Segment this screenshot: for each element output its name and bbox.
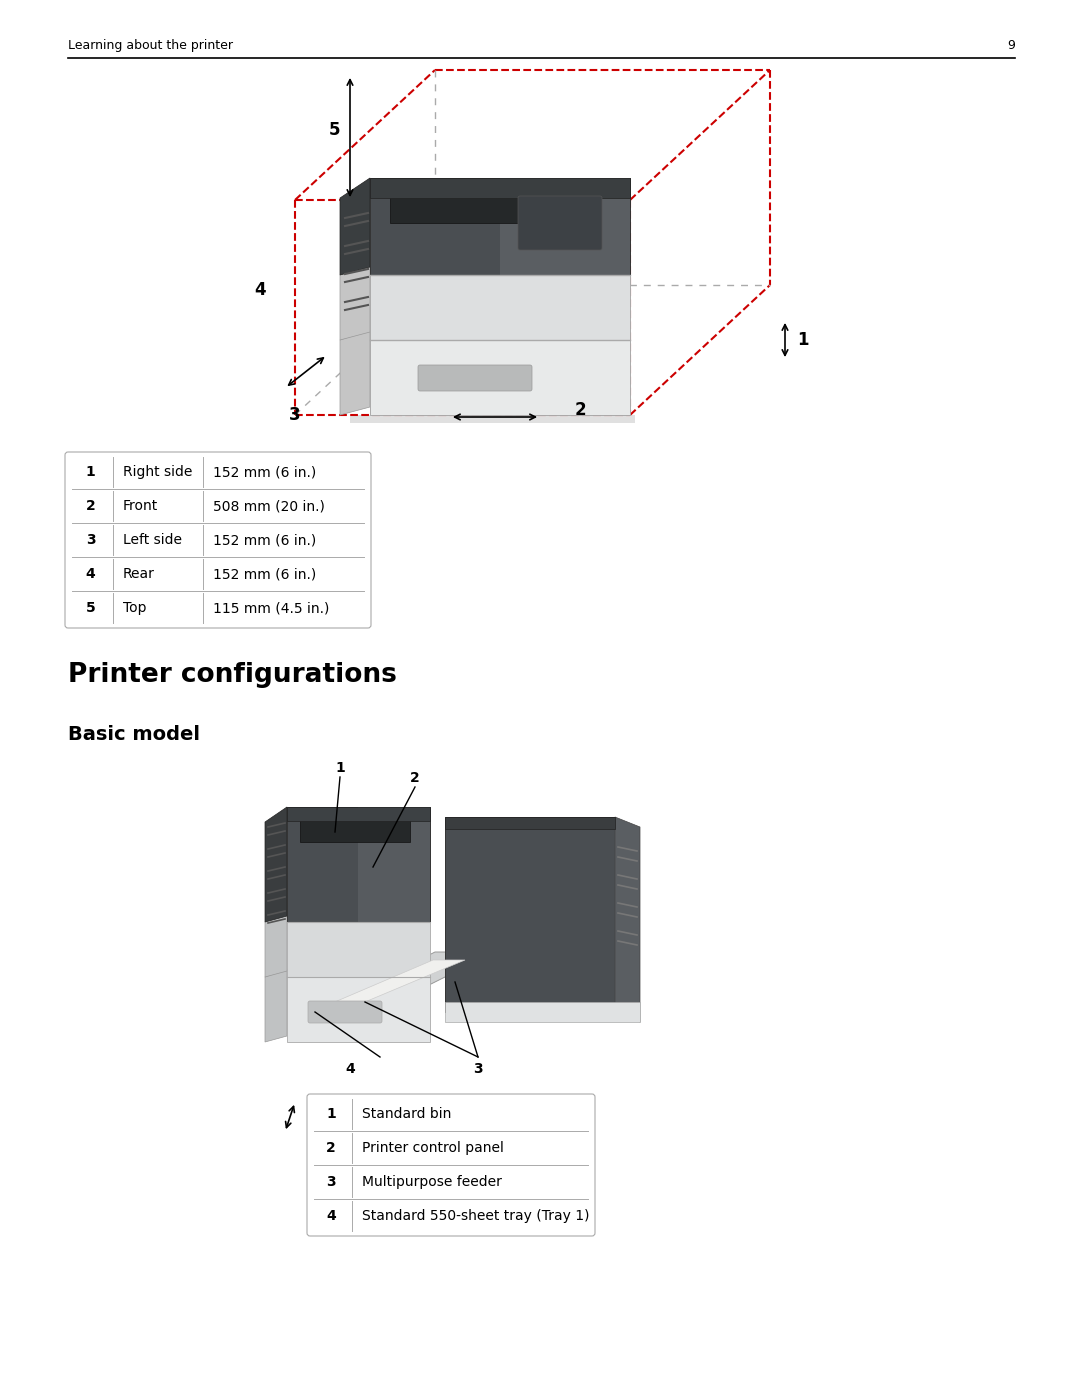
- FancyBboxPatch shape: [390, 193, 600, 224]
- Text: 3: 3: [289, 407, 301, 425]
- FancyBboxPatch shape: [418, 365, 532, 391]
- Text: 9: 9: [1008, 39, 1015, 52]
- Text: 4: 4: [326, 1208, 336, 1222]
- Text: Top: Top: [123, 601, 147, 615]
- Polygon shape: [615, 817, 640, 1023]
- FancyBboxPatch shape: [287, 807, 430, 922]
- FancyBboxPatch shape: [445, 817, 615, 828]
- Text: 2: 2: [410, 771, 420, 785]
- Text: 2: 2: [575, 401, 585, 419]
- Text: Learning about the printer: Learning about the printer: [68, 39, 233, 52]
- Text: Basic model: Basic model: [68, 725, 200, 745]
- Polygon shape: [315, 951, 495, 1011]
- FancyBboxPatch shape: [370, 339, 630, 415]
- FancyBboxPatch shape: [357, 807, 430, 922]
- Text: 3: 3: [326, 1175, 336, 1189]
- FancyBboxPatch shape: [518, 196, 602, 250]
- Text: 5: 5: [329, 122, 341, 138]
- FancyBboxPatch shape: [308, 1002, 382, 1023]
- Text: 152 mm (6 in.): 152 mm (6 in.): [213, 567, 316, 581]
- FancyBboxPatch shape: [65, 453, 372, 629]
- Text: Printer configurations: Printer configurations: [68, 662, 396, 687]
- Text: 1: 1: [335, 761, 345, 775]
- Text: Front: Front: [123, 499, 159, 513]
- Text: Right side: Right side: [123, 465, 192, 479]
- FancyBboxPatch shape: [300, 820, 410, 842]
- Text: 508 mm (20 in.): 508 mm (20 in.): [213, 499, 325, 513]
- Text: 2: 2: [85, 499, 95, 513]
- Polygon shape: [265, 807, 287, 922]
- Text: 3: 3: [473, 1062, 483, 1076]
- Text: Standard bin: Standard bin: [362, 1106, 451, 1120]
- Polygon shape: [265, 970, 287, 1042]
- Text: Standard 550-sheet tray (Tray 1): Standard 550-sheet tray (Tray 1): [362, 1208, 590, 1222]
- Text: 1: 1: [326, 1106, 336, 1120]
- Text: 152 mm (6 in.): 152 mm (6 in.): [213, 465, 316, 479]
- Polygon shape: [340, 330, 370, 415]
- FancyBboxPatch shape: [445, 817, 615, 1011]
- Text: 4: 4: [346, 1062, 355, 1076]
- Polygon shape: [287, 807, 430, 821]
- Text: 152 mm (6 in.): 152 mm (6 in.): [213, 534, 316, 548]
- Polygon shape: [340, 265, 370, 339]
- Text: 1: 1: [797, 331, 809, 349]
- Text: 2: 2: [326, 1141, 336, 1155]
- Text: 5: 5: [85, 601, 95, 615]
- Text: Left side: Left side: [123, 534, 183, 548]
- Polygon shape: [340, 177, 370, 275]
- Polygon shape: [350, 415, 635, 423]
- Polygon shape: [370, 177, 630, 198]
- Text: Rear: Rear: [123, 567, 154, 581]
- Text: 4: 4: [85, 567, 95, 581]
- Text: 4: 4: [254, 281, 266, 299]
- Text: Printer control panel: Printer control panel: [362, 1141, 504, 1155]
- Text: Multipurpose feeder: Multipurpose feeder: [362, 1175, 502, 1189]
- Polygon shape: [265, 914, 287, 977]
- Text: 1: 1: [85, 465, 95, 479]
- FancyBboxPatch shape: [370, 275, 630, 339]
- FancyBboxPatch shape: [370, 177, 630, 275]
- FancyBboxPatch shape: [445, 1002, 640, 1023]
- FancyBboxPatch shape: [287, 922, 430, 977]
- Text: 3: 3: [85, 534, 95, 548]
- Polygon shape: [323, 960, 465, 1007]
- FancyBboxPatch shape: [287, 977, 430, 1042]
- Text: 115 mm (4.5 in.): 115 mm (4.5 in.): [213, 601, 329, 615]
- FancyBboxPatch shape: [307, 1094, 595, 1236]
- FancyBboxPatch shape: [500, 177, 630, 275]
